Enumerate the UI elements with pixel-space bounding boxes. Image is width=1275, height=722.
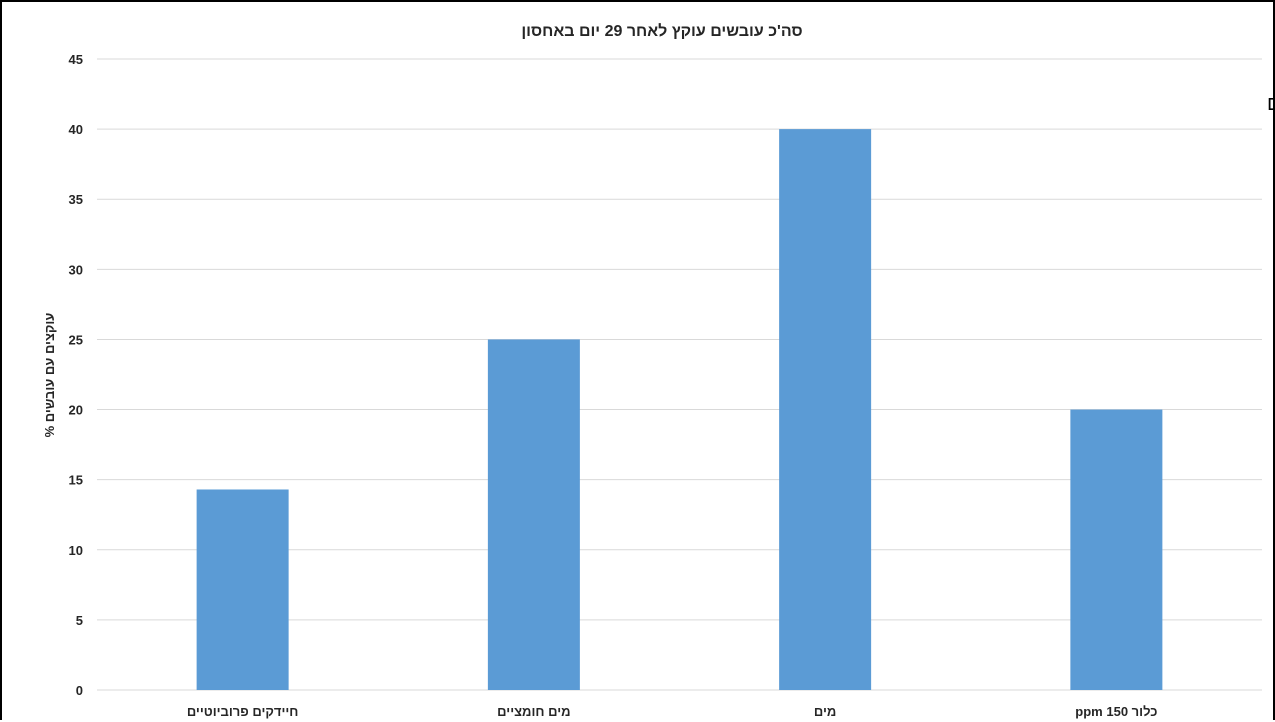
- y-axis-label: עוקצים עם עובשים %: [42, 313, 57, 438]
- y-tick-label: 5: [76, 613, 83, 628]
- bar: [779, 129, 872, 691]
- y-tick-label: 25: [69, 332, 83, 347]
- y-tick-label: 10: [69, 543, 83, 558]
- y-tick-label: 35: [69, 192, 83, 207]
- x-tick-label: מים חומציים: [497, 704, 570, 719]
- y-tick-label: 40: [69, 122, 83, 137]
- bar: [1070, 409, 1163, 690]
- bar: [196, 489, 289, 690]
- y-tick-label: 45: [69, 52, 83, 67]
- chart-title: סה'כ עובשים עוקץ לאחר 29 יום באחסון: [521, 22, 802, 40]
- x-tick-label: מים: [814, 704, 836, 719]
- bars: [196, 129, 1163, 691]
- bar: [487, 339, 580, 690]
- x-tick-label: כלור 150 ppm: [1075, 704, 1157, 719]
- gridlines: [97, 58, 1262, 691]
- y-tick-label: 30: [69, 262, 83, 277]
- y-axis-ticks: 0 5 10 15 20 25 30 35 40 45: [69, 52, 83, 698]
- chart-annotation: חיפוש חומרי חיטוי חדשים: [1267, 93, 1275, 115]
- x-tick-label: חיידקים פרוביוטיים: [187, 704, 299, 719]
- y-tick-label: 20: [69, 403, 83, 418]
- y-tick-label: 0: [76, 683, 83, 698]
- x-axis-ticks: חיידקים פרוביוטיים מים חומציים מים כלור 150…: [187, 704, 1158, 719]
- y-tick-label: 15: [69, 473, 83, 488]
